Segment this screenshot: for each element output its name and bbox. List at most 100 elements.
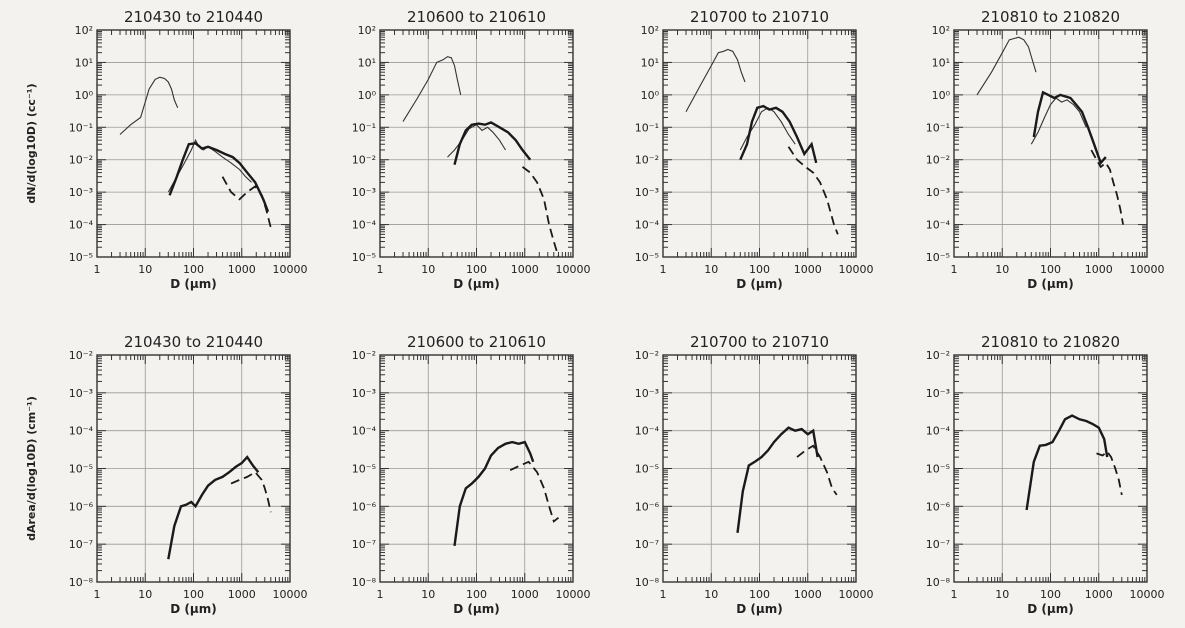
- y-tick-label: 10⁻⁶: [352, 500, 377, 513]
- panel-title: 210810 to 210820: [981, 333, 1120, 351]
- x-tick-label: 100: [749, 588, 770, 601]
- x-axis-label: D (μm): [1027, 602, 1073, 616]
- x-tick-label: 1: [94, 263, 101, 276]
- x-tick-label: 10000: [839, 263, 874, 276]
- series-line-3: [739, 104, 818, 164]
- x-tick-label: 10000: [839, 588, 874, 601]
- x-axis-label: D (μm): [1027, 277, 1073, 291]
- x-tick-label: 100: [183, 588, 204, 601]
- y-tick-label: 10⁻⁵: [69, 251, 93, 264]
- series-line-2: [509, 460, 560, 523]
- series-line-3: [453, 121, 532, 166]
- series-line-4: [221, 176, 272, 228]
- y-tick-label: 10⁻³: [352, 186, 376, 199]
- x-tick-label: 1000: [794, 588, 822, 601]
- y-tick-label: 10⁻²: [352, 349, 376, 362]
- y-tick-label: 10⁻⁵: [635, 463, 659, 476]
- series-line-1: [167, 455, 260, 560]
- y-tick-label: 10⁻⁶: [635, 500, 660, 513]
- x-tick-label: 1000: [228, 588, 256, 601]
- series-line-2: [739, 107, 796, 151]
- series-line-4: [1090, 149, 1124, 225]
- y-tick-label: 10⁰: [358, 89, 377, 102]
- plot-frame: [953, 354, 1148, 583]
- series-line-2: [447, 124, 506, 158]
- y-tick-label: 10⁻²: [69, 349, 93, 362]
- x-axis-label: D (μm): [736, 602, 782, 616]
- y-tick-label: 10⁻⁴: [352, 219, 377, 232]
- y-tick-label: 10¹: [75, 56, 93, 69]
- series-line-1: [119, 76, 179, 135]
- y-tick-label: 10⁻³: [635, 186, 659, 199]
- x-tick-label: 100: [749, 263, 770, 276]
- y-tick-label: 10⁻⁸: [926, 576, 951, 589]
- x-tick-label: 10000: [556, 588, 591, 601]
- plot-frame: [379, 29, 574, 258]
- x-tick-label: 1000: [511, 263, 539, 276]
- x-axis-label: D (μm): [736, 277, 782, 291]
- plot-frame: [953, 29, 1148, 258]
- y-tick-label: 10¹: [358, 56, 376, 69]
- x-tick-label: 100: [1040, 588, 1061, 601]
- x-tick-label: 1: [951, 588, 958, 601]
- plot-frame: [96, 354, 291, 583]
- y-tick-label: 10⁻⁴: [352, 425, 377, 438]
- y-tick-label: 10⁻⁵: [352, 463, 376, 476]
- x-tick-label: 10: [995, 263, 1009, 276]
- x-tick-label: 1000: [228, 263, 256, 276]
- x-tick-label: 10000: [1130, 588, 1165, 601]
- x-tick-label: 10: [704, 588, 718, 601]
- x-axis-label: D (μm): [453, 277, 499, 291]
- chart-panel-7: 210700 to 210710 1 10 100 1000 10000 10⁻⁸ 10⁻⁷ 1…: [635, 333, 874, 616]
- y-tick-label: 10⁰: [641, 89, 660, 102]
- x-tick-label: 1: [94, 588, 101, 601]
- y-tick-label: 10⁻²: [635, 154, 659, 167]
- series-line-2: [230, 471, 272, 513]
- x-tick-label: 100: [466, 588, 487, 601]
- x-tick-label: 1: [951, 263, 958, 276]
- x-axis-label: D (μm): [453, 602, 499, 616]
- y-tick-label: 10⁻⁴: [926, 219, 951, 232]
- plot-frame: [662, 354, 857, 583]
- y-tick-label: 10⁻³: [635, 387, 659, 400]
- y-tick-label: 10⁻²: [926, 349, 950, 362]
- y-tick-label: 10⁻⁵: [926, 251, 950, 264]
- y-tick-label: 10⁻¹: [635, 121, 659, 134]
- y-tick-label: 10²: [75, 24, 93, 37]
- y-tick-label: 10⁻⁷: [926, 538, 950, 551]
- y-tick-label: 10⁻⁶: [69, 500, 94, 513]
- x-tick-label: 100: [466, 263, 487, 276]
- y-tick-label: 10⁰: [932, 89, 951, 102]
- y-tick-label: 10⁻⁵: [69, 463, 93, 476]
- y-tick-label: 10⁻²: [352, 154, 376, 167]
- x-tick-label: 1000: [1085, 263, 1113, 276]
- x-tick-label: 1000: [511, 588, 539, 601]
- x-tick-label: 10: [704, 263, 718, 276]
- panel-title: 210430 to 210440: [124, 333, 263, 351]
- series-line-3: [168, 142, 270, 213]
- x-tick-label: 10: [138, 588, 152, 601]
- x-tick-label: 1: [660, 588, 667, 601]
- y-tick-label: 10⁻⁵: [352, 251, 376, 264]
- x-tick-label: 10: [138, 263, 152, 276]
- y-tick-label: 10⁻¹: [926, 121, 950, 134]
- series-line-2: [1030, 97, 1087, 145]
- y-tick-label: 10⁻⁵: [635, 251, 659, 264]
- chart-panel-6: 210600 to 210610 1 10 100 1000 10000 10⁻⁸ 10⁻⁷ 1…: [352, 333, 591, 616]
- x-tick-label: 100: [183, 263, 204, 276]
- y-tick-label: 10⁻⁸: [69, 576, 94, 589]
- series-line-4: [521, 166, 560, 258]
- series-line-1: [453, 440, 535, 547]
- y-tick-label: 10²: [932, 24, 950, 37]
- series-line-1: [736, 426, 819, 533]
- panel-title: 210700 to 210710: [690, 333, 829, 351]
- y-tick-label: 10⁻³: [69, 186, 93, 199]
- panel-title: 210600 to 210610: [407, 333, 546, 351]
- x-tick-label: 10: [995, 588, 1009, 601]
- series-line-1: [685, 48, 746, 113]
- series-line-1: [976, 36, 1037, 96]
- y-axis-label: dN/d(log10D) (cc⁻¹): [25, 83, 38, 203]
- plot-frame: [96, 29, 291, 258]
- x-tick-label: 1000: [1085, 588, 1113, 601]
